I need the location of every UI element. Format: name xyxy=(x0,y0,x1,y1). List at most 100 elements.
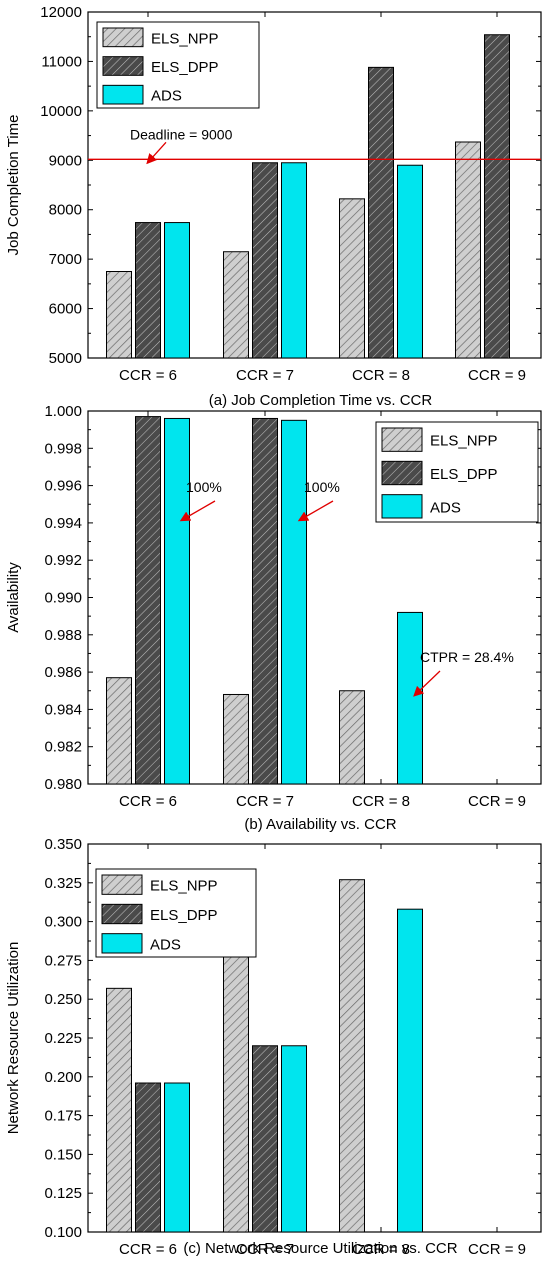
bar-ads xyxy=(281,1045,307,1233)
y-tick-label: 0.300 xyxy=(44,914,82,931)
y-tick-label: 0.996 xyxy=(44,478,82,495)
y-tick-label: 1.000 xyxy=(44,403,82,420)
x-tick-label: CCR = 9 xyxy=(468,367,526,384)
y-tick-label: 0.225 xyxy=(44,1030,82,1047)
y-tick-label: 7000 xyxy=(49,251,82,268)
bar-els-dpp xyxy=(135,1082,161,1233)
bar-ads xyxy=(164,222,190,359)
y-tick-label: 0.986 xyxy=(44,664,82,681)
y-tick-label: 0.275 xyxy=(44,952,82,969)
bar-els-dpp xyxy=(252,417,278,785)
bar-ads xyxy=(281,162,307,359)
y-tick-label: 0.994 xyxy=(44,515,82,532)
bar-els-npp xyxy=(339,879,365,1233)
bar-ads xyxy=(397,908,423,1233)
y-tick-label: 11000 xyxy=(41,53,82,70)
bar-els-dpp xyxy=(252,1045,278,1233)
y-tick-label: 0.984 xyxy=(44,701,82,718)
bar-els-npp xyxy=(106,271,132,359)
y-axis-title: Network Resource Utilization xyxy=(5,942,22,1135)
y-tick-label: 0.325 xyxy=(44,875,82,892)
x-tick-label: CCR = 7 xyxy=(236,367,294,384)
x-tick-label: CCR = 9 xyxy=(468,793,526,810)
y-tick-label: 0.150 xyxy=(44,1146,82,1163)
legend-label: ADS xyxy=(150,936,181,953)
legend-swatch xyxy=(101,874,143,895)
legend-label: ELS_NPP xyxy=(151,30,219,47)
deadline-label: Deadline = 9000 xyxy=(130,126,233,142)
bar-els-npp xyxy=(223,251,249,359)
y-tick-label: 10000 xyxy=(40,103,82,120)
chart-2: 0.100 0.125 0.150 0.175 0.200 0.225 0.250 0.275… xyxy=(5,836,542,1258)
bar-ads xyxy=(281,419,307,785)
chart-caption: (b) Availability vs. CCR xyxy=(244,816,396,833)
y-tick-label: 0.992 xyxy=(44,552,82,569)
bar-els-dpp xyxy=(135,222,161,359)
legend-swatch xyxy=(102,56,144,76)
y-tick-label: 0.998 xyxy=(44,440,82,457)
bar-els-npp xyxy=(106,987,132,1233)
legend-label: ELS_NPP xyxy=(150,878,218,895)
legend-label: ADS xyxy=(151,88,182,105)
x-tick-label: CCR = 8 xyxy=(352,367,410,384)
chart-caption: (a) Job Completion Time vs. CCR xyxy=(209,392,433,409)
annotation-arrow xyxy=(179,500,216,522)
x-tick-label: CCR = 6 xyxy=(119,793,177,810)
bar-els-npp xyxy=(106,677,132,785)
y-tick-label: 0.175 xyxy=(44,1108,82,1125)
y-tick-label: 0.988 xyxy=(44,627,82,644)
y-tick-label: 0.125 xyxy=(44,1185,82,1202)
y-tick-label: 12000 xyxy=(40,4,82,21)
x-tick-label: CCR = 8 xyxy=(352,793,410,810)
bar-els-npp xyxy=(223,936,249,1233)
y-tick-label: 9000 xyxy=(49,152,82,169)
bar-els-dpp xyxy=(484,34,510,359)
bar-els-dpp xyxy=(135,416,161,785)
legend-swatch xyxy=(381,494,423,519)
y-tick-label: 0.982 xyxy=(44,739,82,756)
y-tick-label: 0.990 xyxy=(44,590,82,607)
x-tick-label: CCR = 7 xyxy=(236,1241,294,1258)
deadline-arrow xyxy=(146,141,167,165)
y-tick-label: 6000 xyxy=(49,301,82,318)
x-tick-label: CCR = 9 xyxy=(468,1241,526,1258)
legend-label: ELS_DPP xyxy=(150,907,218,924)
annotation-label: 100% xyxy=(186,479,222,495)
chart-0: 5000 6000 7000 8000 9000 10000 11000 12000 Job C… xyxy=(5,4,542,409)
legend: ELS_NPP ELS_DPP ADS xyxy=(95,868,257,958)
y-tick-label: 0.100 xyxy=(44,1224,82,1241)
legend-swatch xyxy=(102,27,144,48)
x-tick-label: CCR = 6 xyxy=(119,367,177,384)
y-tick-label: 0.250 xyxy=(44,991,82,1008)
annotation-label: CTPR = 28.4% xyxy=(420,649,514,665)
y-tick-label: 5000 xyxy=(49,350,82,367)
bar-els-dpp xyxy=(368,66,394,359)
bar-ads xyxy=(397,164,423,359)
annotation-label: 100% xyxy=(304,479,340,495)
y-tick-label: 8000 xyxy=(49,202,82,219)
legend-label: ELS_NPP xyxy=(430,433,498,450)
x-tick-label: CCR = 6 xyxy=(119,1241,177,1258)
bar-ads xyxy=(397,611,423,785)
legend-swatch xyxy=(101,933,143,954)
annotation-arrow xyxy=(413,670,441,697)
legend-swatch xyxy=(381,460,423,486)
bar-els-npp xyxy=(339,690,365,785)
y-axis-title: Availability xyxy=(5,562,22,633)
y-axis-title: Job Completion Time xyxy=(5,115,22,256)
x-tick-label: CCR = 7 xyxy=(236,793,294,810)
bar-els-npp xyxy=(223,693,249,785)
bar-ads xyxy=(164,1082,190,1233)
bar-ads xyxy=(164,417,190,785)
legend-label: ELS_DPP xyxy=(430,466,498,483)
legend: ELS_NPP ELS_DPP ADS xyxy=(96,21,260,109)
bar-els-npp xyxy=(455,141,481,359)
legend-label: ELS_DPP xyxy=(151,59,219,76)
legend-swatch xyxy=(101,903,143,925)
legend-swatch xyxy=(102,84,144,105)
legend-swatch xyxy=(381,427,423,452)
y-tick-label: 0.350 xyxy=(44,836,82,853)
chart-caption: (c) Network Resource Utilization vs. CCR xyxy=(183,1240,457,1257)
bar-els-dpp xyxy=(252,162,278,359)
